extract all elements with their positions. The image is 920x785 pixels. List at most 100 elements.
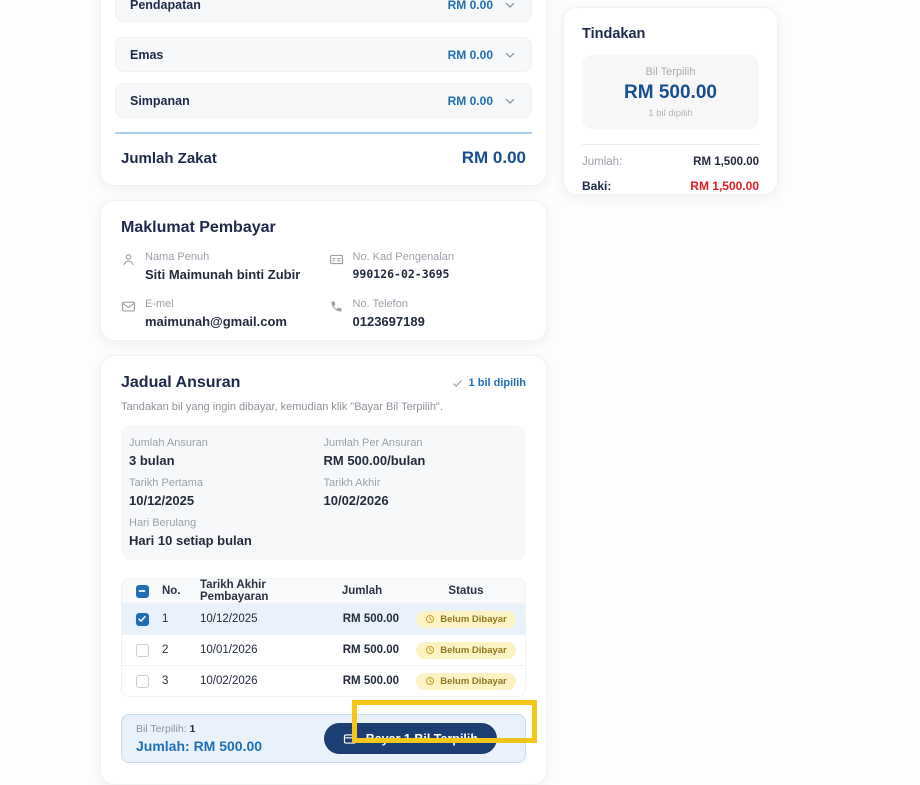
selected-bill-count-line: Bil Terpilih: 1 xyxy=(136,723,196,735)
selected-bill-count-value: 1 xyxy=(189,723,196,735)
summary-item: Jumlah Ansuran 3 bulan xyxy=(129,437,324,468)
summary-value: RM 500.00/bulan xyxy=(323,453,426,468)
zakat-total-row: Jumlah Zakat RM 0.00 xyxy=(121,144,526,172)
summary-value: 3 bulan xyxy=(129,453,175,468)
accordion-value: RM 0.00 xyxy=(447,0,493,12)
zakat-total-value: RM 0.00 xyxy=(461,148,526,167)
payer-field: No. Telefon 0123697189 xyxy=(329,298,527,329)
summary-label: Tarikh Pertama xyxy=(129,477,203,489)
id-card-icon xyxy=(329,252,344,267)
selected-bill-summary-box: Bil Terpilih RM 500.00 1 bil dipilih xyxy=(582,55,759,129)
accordion-item-pendapatan[interactable]: Pendapatan RM 0.00 xyxy=(115,0,532,22)
accordion-label: Emas xyxy=(130,47,164,62)
accordion-item-emas[interactable]: Emas RM 0.00 xyxy=(115,37,532,72)
divider xyxy=(582,144,759,145)
summary-label: Hari Berulang xyxy=(129,517,197,529)
jumlah-label: Jumlah: xyxy=(582,156,623,168)
clock-icon xyxy=(425,645,435,655)
col-header-date: Tarikh Akhir Pembayaran xyxy=(200,579,269,603)
installment-summary-box: Jumlah Ansuran 3 bulan Jumlah Per Ansuran R… xyxy=(121,425,526,560)
table-body: 1 10/12/2025 RM 500.00 Belum Dibayar 2 10/01/… xyxy=(122,603,525,696)
summary-label: Jumlah Per Ansuran xyxy=(323,437,423,449)
row-amount: RM 500.00 xyxy=(342,613,399,625)
field-label: No. Telefon xyxy=(352,298,408,310)
tindakan-card: Tindakan Bil Terpilih RM 500.00 1 bil di… xyxy=(563,7,778,195)
row-due-date: 10/01/2026 xyxy=(200,644,258,656)
jadual-subtitle: Tandakan bil yang ingin dibayar, kemudia… xyxy=(121,401,443,413)
row-due-date: 10/02/2026 xyxy=(200,675,258,687)
jumlah-row: Jumlah: RM 1,500.00 xyxy=(582,156,759,168)
baki-row: Baki: RM 1,500.00 xyxy=(582,179,759,193)
row-amount: RM 500.00 xyxy=(342,675,399,687)
col-header-status: Status xyxy=(448,585,484,597)
row-checkbox[interactable] xyxy=(135,612,149,626)
summary-item: Tarikh Pertama 10/12/2025 xyxy=(129,477,324,508)
field-label: No. Kad Pengenalan xyxy=(352,251,455,263)
installment-row[interactable]: 1 10/12/2025 RM 500.00 Belum Dibayar xyxy=(122,603,525,634)
chevron-down-icon xyxy=(503,0,517,12)
credit-card-icon xyxy=(343,733,356,744)
clock-icon xyxy=(425,614,435,624)
zakat-calculator-card: Pendapatan RM 0.00 Emas RM 0.00 Simpanan RM 0… xyxy=(100,0,547,186)
summary-item: Jumlah Per Ansuran RM 500.00/bulan xyxy=(324,437,519,468)
accordion-label: Pendapatan xyxy=(130,0,201,12)
summary-label: Jumlah Ansuran xyxy=(129,437,208,449)
table-header-row: No. Tarikh Akhir Pembayaran Jumlah Statu… xyxy=(122,579,525,603)
field-value: 990126-02-3695 xyxy=(352,267,450,281)
accordion-value: RM 0.00 xyxy=(447,93,493,108)
col-header-no: No. xyxy=(162,585,181,597)
installment-row[interactable]: 2 10/01/2026 RM 500.00 Belum Dibayar xyxy=(122,634,525,665)
accordion-value: RM 0.00 xyxy=(447,47,493,62)
payment-summary-bar: Bil Terpilih: 1 Jumlah: RM 500.00 Bayar … xyxy=(121,714,526,763)
accordion-label: Simpanan xyxy=(130,93,190,108)
row-checkbox[interactable] xyxy=(135,643,149,657)
row-number: 1 xyxy=(162,613,169,625)
selected-bill-count: 1 bil dipilih xyxy=(648,108,693,119)
clock-icon xyxy=(425,676,435,686)
status-badge: Belum Dibayar xyxy=(416,672,516,690)
summary-item: Tarikh Akhir 10/02/2026 xyxy=(324,477,519,508)
installment-table: No. Tarikh Akhir Pembayaran Jumlah Statu… xyxy=(121,578,526,697)
payer-info-card: Maklumat Pembayar Nama Penuh Siti Maimuna… xyxy=(100,200,547,341)
status-badge: Belum Dibayar xyxy=(416,641,516,659)
payer-field: E-mel maimunah@gmail.com xyxy=(121,298,319,329)
baki-value: RM 1,500.00 xyxy=(690,179,759,193)
field-value: 0123697189 xyxy=(352,314,425,329)
selected-bill-label: Bil Terpilih xyxy=(645,66,696,78)
status-badge: Belum Dibayar xyxy=(416,610,516,628)
chevron-down-icon xyxy=(503,48,517,62)
tindakan-title: Tindakan xyxy=(582,26,646,42)
pay-selected-bills-button[interactable]: Bayar 1 Bil Terpilih xyxy=(323,723,497,754)
bills-selected-indicator: 1 bil dipilih xyxy=(452,377,526,389)
payer-field: No. Kad Pengenalan 990126-02-3695 xyxy=(329,251,527,282)
col-header-amount: Jumlah xyxy=(341,585,383,597)
row-number: 3 xyxy=(162,675,169,687)
payer-fields-grid: Nama Penuh Siti Maimunah binti Zubir No. K… xyxy=(121,251,526,329)
installment-schedule-card: Jadual Ansuran 1 bil dipilih Tandakan bi… xyxy=(100,355,547,785)
installment-row[interactable]: 3 10/02/2026 RM 500.00 Belum Dibayar xyxy=(122,665,525,696)
summary-item: Hari Berulang Hari 10 setiap bulan xyxy=(129,517,324,548)
field-value: maimunah@gmail.com xyxy=(145,314,287,329)
accordion-item-simpanan[interactable]: Simpanan RM 0.00 xyxy=(115,83,532,118)
bills-selected-text: 1 bil dipilih xyxy=(468,377,526,389)
summary-value: Hari 10 setiap bulan xyxy=(129,533,252,548)
minus-icon xyxy=(138,590,146,592)
pay-button-label: Bayar 1 Bil Terpilih xyxy=(365,731,478,746)
jumlah-value: RM 1,500.00 xyxy=(693,156,759,168)
field-label: E-mel xyxy=(145,298,174,310)
divider xyxy=(115,132,532,134)
field-label: Nama Penuh xyxy=(145,251,210,263)
row-checkbox[interactable] xyxy=(135,674,149,688)
summary-value: 10/02/2026 xyxy=(323,493,389,508)
row-amount: RM 500.00 xyxy=(342,644,399,656)
select-all-checkbox[interactable] xyxy=(135,584,149,598)
summary-label: Tarikh Akhir xyxy=(323,477,381,489)
summary-value: 10/12/2025 xyxy=(129,493,195,508)
check-icon xyxy=(452,379,462,387)
field-value: Siti Maimunah binti Zubir xyxy=(145,267,301,282)
envelope-icon xyxy=(121,299,136,314)
selected-bill-amount: RM 500.00 xyxy=(624,82,717,103)
chevron-down-icon xyxy=(503,94,517,108)
selected-total-line: Jumlah: RM 500.00 xyxy=(136,738,263,754)
person-icon xyxy=(121,252,136,267)
